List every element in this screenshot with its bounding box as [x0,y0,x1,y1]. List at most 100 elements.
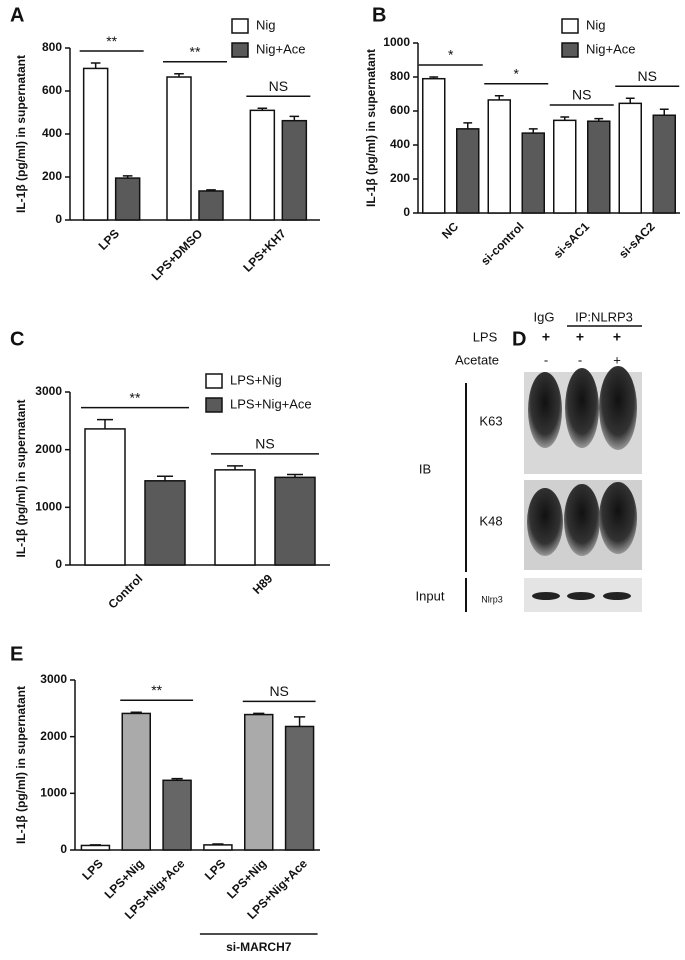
x-tick-label: LPS+KH7 [240,226,289,275]
significance-label: NS [269,78,288,94]
error-bar [89,844,102,846]
bar [618,102,642,214]
y-tick-label: 3000 [35,384,62,398]
y-tick-label: 800 [390,69,410,83]
bar [80,844,111,851]
x-tick-label: si-sAC2 [616,219,658,261]
bar [281,119,308,221]
bar [456,128,480,214]
x-tick-label: si-control [478,219,527,268]
error-bar [429,76,439,79]
error-bar [130,711,142,714]
legend-swatch [205,373,223,389]
sign: + [613,329,621,345]
error-bar [528,128,538,134]
panel-letter: A [10,4,24,26]
bar [162,779,192,851]
x-tick-label: H89 [250,571,276,597]
bar [114,177,141,221]
legend-label: LPS+Nig+Ace [230,396,312,411]
legend-label: Nig [586,17,606,32]
y-axis-label: IL-1β (pg/ml) in supernatant [14,55,28,213]
legend-swatch [561,18,579,34]
legend-label: Nig [256,17,276,32]
y-tick-label: 600 [42,83,62,97]
error-bar [287,473,303,478]
y-tick-label: 0 [55,212,62,226]
group-label: si-MARCH7 [226,940,292,954]
error-bar [659,108,669,116]
error-bar [157,475,173,481]
error-bar [212,843,224,845]
input-label: Input [416,588,445,603]
y-tick-label: 400 [42,126,62,140]
y-axis-label: IL-1β (pg/ml) in supernatant [364,49,378,207]
x-tick-label: LPS [79,856,105,882]
significance-label: ** [190,44,201,60]
y-tick-label: 3000 [40,672,67,686]
band [532,592,560,600]
y-tick-label: 2000 [35,442,62,456]
band [527,488,563,556]
y-tick-label: 400 [390,137,410,151]
bar [166,76,192,221]
band [599,366,637,450]
bar [84,428,126,566]
bar [652,114,676,214]
bar [82,67,109,221]
panel-letter: D [512,328,526,350]
x-tick-label: NC [439,219,461,241]
band [599,482,637,554]
legend-label: LPS+Nig [230,372,282,387]
bar [244,713,274,851]
band [528,372,562,448]
significance-label: ** [130,389,141,405]
x-tick-label: LPS [202,856,228,882]
y-tick-label: 2000 [40,729,67,743]
error-bar [227,465,243,470]
bar [249,109,276,221]
sign: + [576,329,584,345]
band [567,592,595,600]
band [564,484,600,556]
row-label: LPS [473,329,498,344]
error-bar [494,94,504,100]
error-bar [90,62,101,69]
error-bar [594,117,604,122]
error-bar [97,418,113,429]
legend-swatch [231,42,249,58]
significance-label: NS [269,683,288,699]
error-bar [463,122,473,129]
error-bar [171,777,183,781]
bar [553,119,577,214]
error-bar [560,116,570,121]
panel-letter: B [372,4,386,26]
error-bar [122,175,133,179]
x-tick-label: si-sAC1 [551,219,593,261]
blot-label: K48 [479,513,502,528]
panel-letter: E [10,643,23,665]
legend-swatch [231,18,249,34]
bar [214,469,256,566]
panel-letter: C [10,328,24,350]
bar [144,480,186,566]
row-label: Acetate [455,352,499,367]
bar [587,120,611,214]
legend-swatch [205,397,223,413]
x-tick-label: LPS+DMSO [149,226,206,283]
bar [487,99,511,214]
y-axis-label: IL-1β (pg/ml) in supernatant [14,400,28,558]
significance-label: ** [106,33,117,49]
significance-label: ** [151,682,162,698]
bar [274,476,316,566]
y-tick-label: 1000 [383,35,410,49]
legend-swatch [561,42,579,58]
error-bar [625,97,635,104]
error-bar [293,716,306,727]
x-tick-label: LPS [96,226,122,252]
significance-label: * [448,47,454,63]
legend-label: Nig+Ace [256,41,306,56]
significance-label: NS [255,436,274,452]
band [603,592,631,600]
